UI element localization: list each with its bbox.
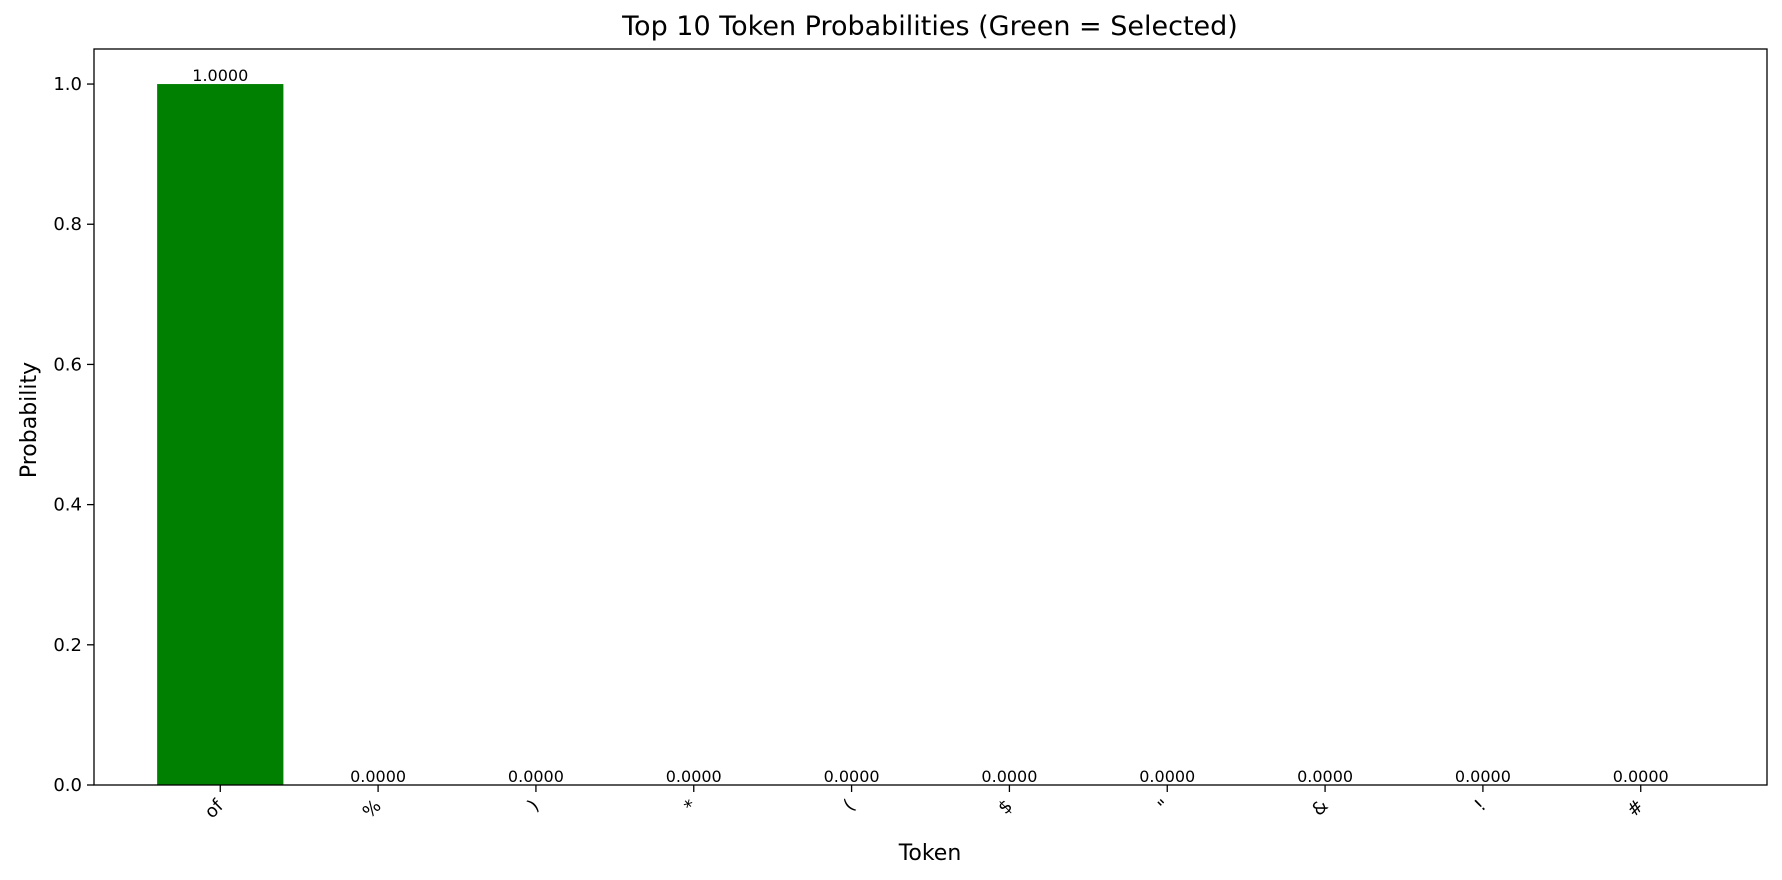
data-labels: 1.0000 0.0000 0.0000 0.0000 0.0000 0.0000 0.00…: [192, 66, 1668, 786]
chart-title: Top 10 Token Probabilities (Green = Sele…: [621, 11, 1238, 42]
plot-area-frame: [93, 48, 1768, 786]
bars: [157, 84, 284, 786]
x-tick-label: ): [524, 796, 544, 816]
bar-value-label: 0.0000: [1297, 767, 1353, 786]
y-tick-label: 0.2: [53, 635, 82, 656]
x-tick-label: $: [994, 796, 1017, 819]
x-tick-label: (: [839, 796, 859, 816]
x-axis-label: Token: [898, 841, 962, 866]
bar-value-label: 0.0000: [981, 767, 1037, 786]
x-tick-label: of: [201, 795, 229, 823]
bar-value-label: 0.0000: [1139, 767, 1195, 786]
y-axis-ticks: 0.0 0.2 0.4 0.6 0.8 1.0: [53, 74, 94, 796]
x-tick-label: *: [680, 796, 701, 817]
bar: [157, 84, 284, 786]
bar-value-label: 0.0000: [1613, 767, 1669, 786]
x-tick-label: &: [1308, 796, 1333, 821]
bar-value-label: 0.0000: [508, 767, 564, 786]
bar-value-label: 1.0000: [192, 66, 248, 85]
x-tick-label: !: [1470, 796, 1490, 816]
x-axis-ticks: of%) * ( $ " &! #: [201, 785, 1649, 823]
x-tick-label: %: [359, 796, 386, 823]
bar-value-label: 0.0000: [350, 767, 406, 786]
y-tick-label: 1.0: [53, 74, 82, 95]
y-axis-label: Probability: [17, 362, 42, 478]
y-tick-label: 0.6: [53, 354, 82, 375]
x-tick-label: #: [1623, 796, 1649, 822]
y-tick-label: 0.8: [53, 214, 82, 235]
x-tick-label: ": [1154, 796, 1175, 817]
y-tick-label: 0.0: [53, 775, 82, 796]
bar-value-label: 0.0000: [824, 767, 880, 786]
bar-value-label: 0.0000: [1455, 767, 1511, 786]
bar-value-label: 0.0000: [666, 767, 722, 786]
y-tick-label: 0.4: [53, 495, 82, 516]
